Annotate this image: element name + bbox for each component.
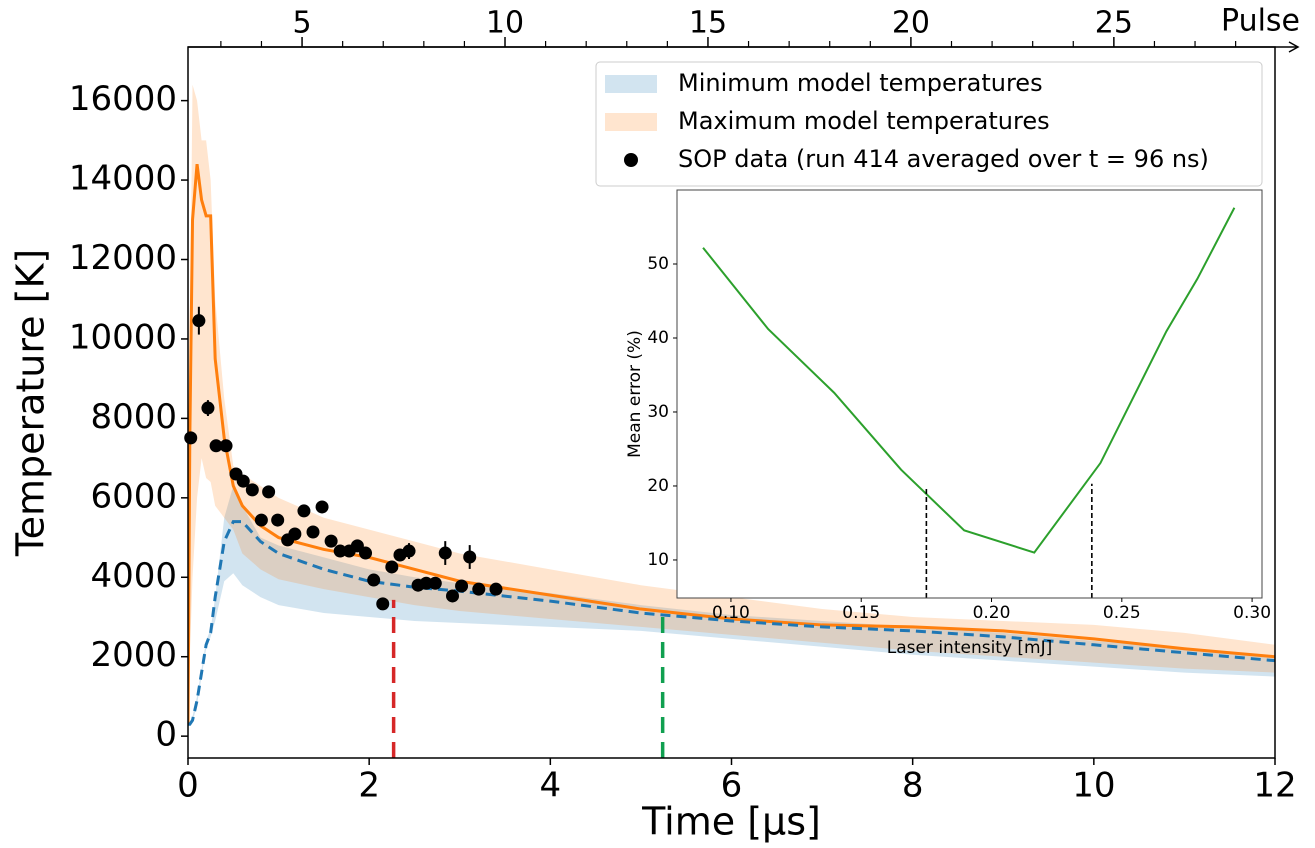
data-point — [184, 431, 198, 445]
x-tick-label: 0.15 — [842, 603, 880, 623]
legend-swatch — [605, 75, 657, 93]
top-tick-label: 5 — [293, 6, 312, 41]
data-point — [271, 513, 285, 527]
data-point — [201, 401, 215, 415]
data-point — [455, 579, 469, 593]
data-point — [446, 589, 460, 603]
band — [188, 84, 1275, 725]
data-point — [324, 534, 338, 548]
x-tick-label: 2 — [358, 766, 380, 806]
y-tick-label: 4000 — [90, 556, 177, 596]
legend-marker — [624, 153, 638, 167]
top-axis-arrow — [1288, 41, 1300, 53]
legend-label: Minimum model temperatures — [678, 69, 1043, 97]
data-point — [489, 582, 503, 596]
y-tick-label: 30 — [647, 402, 669, 422]
legend-box — [595, 61, 1263, 187]
data-point — [306, 525, 320, 539]
data-point — [463, 550, 477, 564]
top-tick-label: 15 — [689, 6, 727, 41]
x-tick-label: 0.30 — [1233, 603, 1271, 623]
x-tick-label: 10 — [1072, 766, 1115, 806]
data-point — [359, 546, 373, 560]
data-point — [402, 544, 416, 558]
y-axis-label: Temperature [K] — [9, 249, 53, 557]
data-point — [333, 544, 347, 558]
data-point — [367, 573, 381, 587]
top-tick-label: 20 — [892, 6, 930, 41]
data-point — [262, 485, 276, 499]
y-tick-label: 40 — [647, 328, 669, 348]
inset-background — [677, 190, 1262, 598]
y-tick-label: 50 — [647, 254, 669, 274]
data-point — [428, 576, 442, 590]
data-point — [419, 576, 433, 590]
data-point — [209, 439, 223, 453]
data-point — [245, 483, 259, 497]
x-tick-label: 6 — [721, 766, 743, 806]
data-point — [297, 504, 311, 518]
data-point — [236, 474, 250, 488]
data-point — [472, 582, 486, 596]
legend-label: Maximum model temperatures — [678, 107, 1050, 135]
y-tick-label: 16000 — [69, 79, 177, 119]
x-tick-label: 8 — [902, 766, 924, 806]
x-tick-label: 0 — [177, 766, 199, 806]
legend-swatch — [605, 113, 657, 131]
top-axis-label: Pulse — [1221, 4, 1300, 39]
data-point — [192, 314, 206, 328]
x-tick-label: 4 — [540, 766, 562, 806]
y-tick-label: 6000 — [90, 476, 177, 516]
data-point — [254, 513, 268, 527]
data-point — [376, 597, 390, 611]
x-axis-label: Time [µs] — [641, 800, 821, 844]
x-tick-label: 0.10 — [712, 603, 750, 623]
y-tick-label: 12000 — [69, 238, 177, 278]
y-tick-label: 20 — [647, 476, 669, 496]
data-point — [315, 500, 329, 514]
axes-frame — [676, 189, 1263, 599]
y-tick-label: 0 — [155, 715, 177, 755]
top-tick-label: 10 — [486, 6, 524, 41]
data-point — [288, 527, 302, 541]
line — [188, 163, 1275, 725]
x-tick-label: 12 — [1253, 766, 1296, 806]
data-point — [385, 560, 399, 574]
y-axis-label: Mean error (%) — [625, 330, 645, 458]
x-tick-label: 0.20 — [973, 603, 1011, 623]
x-tick-label: 0.25 — [1103, 603, 1141, 623]
plot-area — [702, 207, 1236, 554]
y-tick-label: 2000 — [90, 635, 177, 675]
line — [188, 520, 1275, 726]
line — [702, 207, 1236, 554]
data-point — [219, 439, 233, 453]
data-point — [438, 546, 452, 560]
top-tick-label: 25 — [1095, 6, 1133, 41]
y-tick-label: 10000 — [69, 317, 177, 357]
x-axis-label: Laser intensity [mJ] — [887, 638, 1053, 658]
y-tick-label: 14000 — [69, 159, 177, 199]
y-tick-label: 10 — [647, 550, 669, 570]
y-tick-label: 8000 — [90, 397, 177, 437]
plot-area — [188, 84, 1275, 726]
legend-label: SOP data (run 414 averaged over t = 96 n… — [678, 145, 1209, 173]
band — [188, 485, 1275, 725]
